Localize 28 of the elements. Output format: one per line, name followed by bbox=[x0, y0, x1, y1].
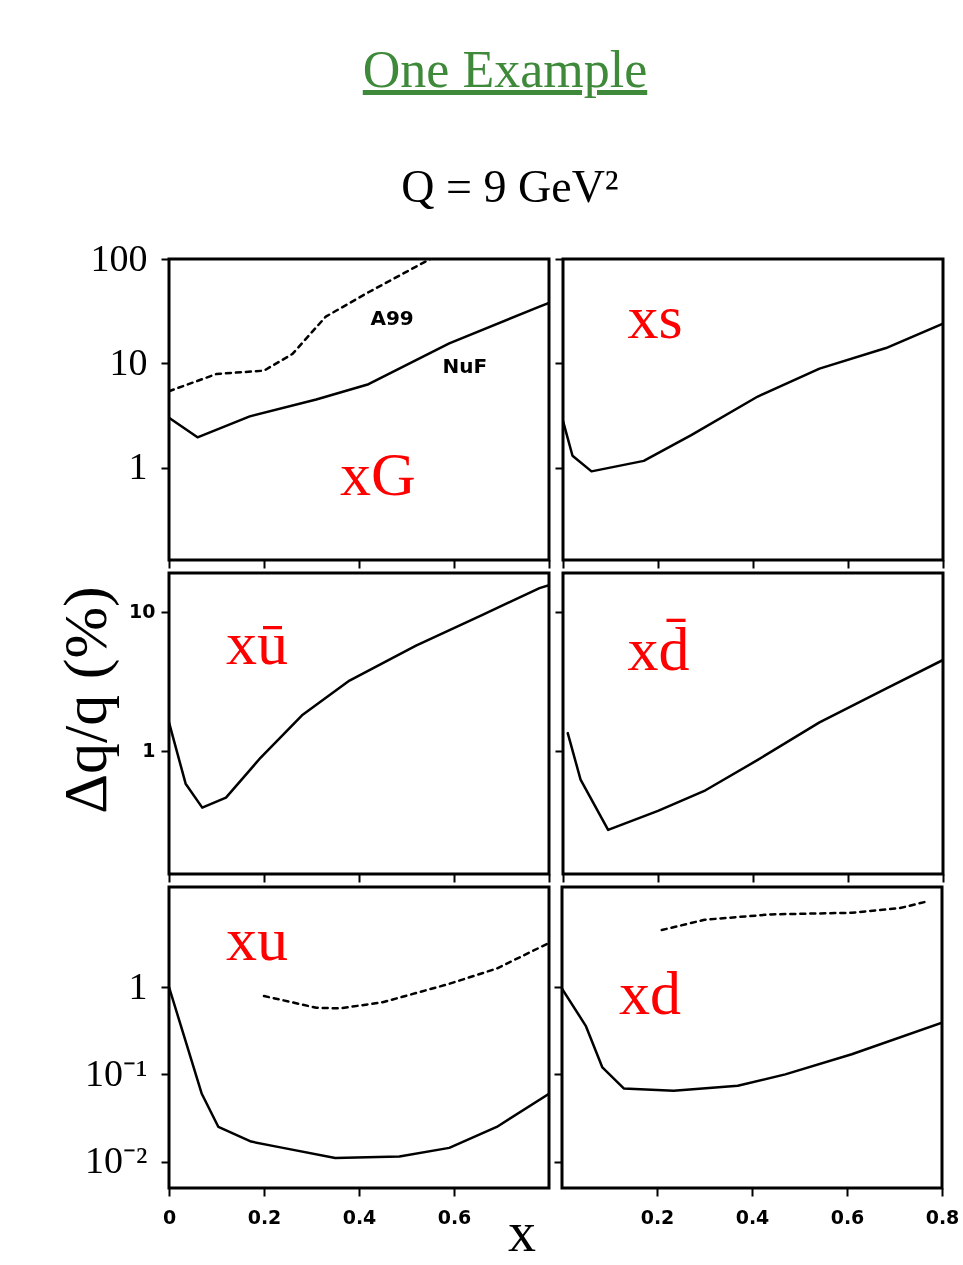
y-tick-label: 1 bbox=[128, 964, 148, 1007]
annotation: xs bbox=[627, 283, 683, 352]
y-tick-label: 100 bbox=[90, 236, 148, 279]
annotation: xd bbox=[619, 959, 681, 1028]
annotation: NuF bbox=[442, 354, 488, 379]
y-tick-label: 10 bbox=[109, 340, 148, 383]
y-tick-label: 1 bbox=[142, 739, 156, 762]
y-tick-label: 1 bbox=[128, 445, 148, 488]
chart-title: One Example bbox=[362, 40, 648, 99]
x-tick-label: 0.4 bbox=[342, 1205, 377, 1228]
annotation: xū bbox=[226, 609, 288, 678]
x-tick-label: 0.6 bbox=[437, 1205, 472, 1228]
y-tick-label: 10⁻² bbox=[85, 1139, 148, 1182]
annotation: A99 bbox=[370, 306, 414, 331]
y-tick-label: 10 bbox=[129, 600, 156, 623]
x-axis-title: x bbox=[508, 1200, 536, 1264]
x-tick-label: 0.2 bbox=[247, 1205, 282, 1228]
annotation: xG bbox=[340, 439, 416, 508]
y-tick-label: 10⁻¹ bbox=[85, 1051, 148, 1094]
x-tick-label: 0.6 bbox=[830, 1205, 865, 1228]
x-tick-label: 0.8 bbox=[925, 1205, 960, 1228]
x-tick-label: 0.2 bbox=[640, 1205, 675, 1228]
y-axis-title: Δq/q (%) bbox=[49, 586, 120, 814]
x-tick-label: 0.4 bbox=[735, 1205, 770, 1228]
chart-subtitle: Q = 9 GeV² bbox=[401, 160, 619, 213]
annotation: xd̄ bbox=[627, 615, 690, 684]
annotation: xu bbox=[226, 905, 288, 974]
x-tick-label: 0 bbox=[162, 1205, 177, 1228]
